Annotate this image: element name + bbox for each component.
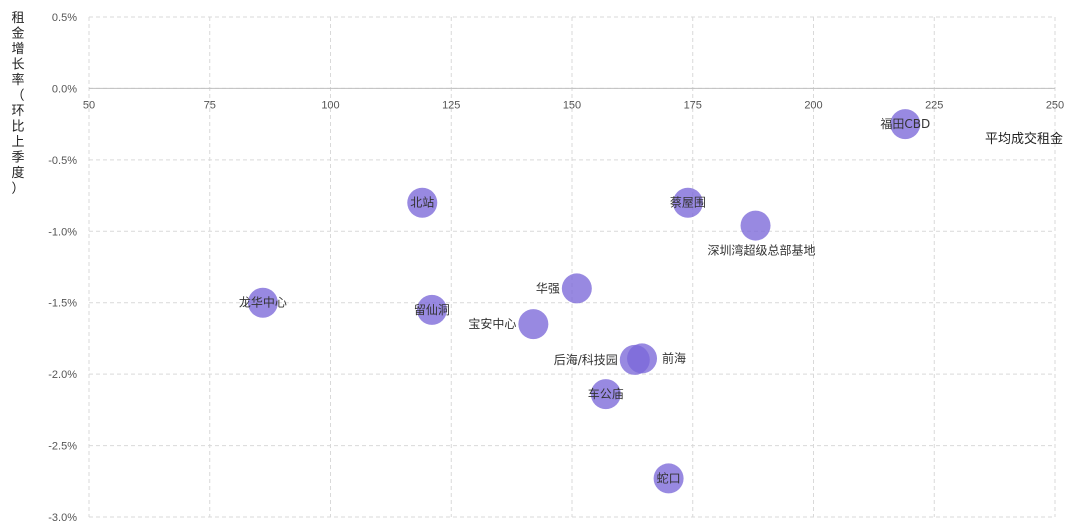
data-point (590, 379, 621, 410)
data-point (653, 463, 684, 494)
grid-layer (88, 16, 1056, 518)
x-tick-label: 100 (321, 99, 339, 111)
y-axis-title-char: 度 (11, 165, 24, 181)
y-axis-title-char: 上 (11, 135, 24, 150)
x-tick-label: 125 (442, 99, 460, 111)
point-label: 留仙洞 (414, 303, 450, 317)
y-tick-label: -1.0% (48, 226, 77, 238)
data-point (247, 287, 278, 318)
point-label: 深圳湾超级总部基地 (708, 243, 816, 258)
data-point (890, 109, 921, 140)
y-tick-label: -1.5% (48, 298, 77, 310)
y-axis-title-char: ） (11, 182, 24, 197)
x-tick-label: 250 (1046, 99, 1064, 111)
x-tick-label: 50 (83, 99, 95, 111)
point-label: 华强 (536, 281, 560, 295)
x-tick-label: 75 (204, 99, 216, 111)
y-axis-title-char: 比 (11, 120, 24, 135)
x-tick-label: 175 (684, 99, 702, 111)
data-point (518, 309, 549, 340)
x-axis-title: 平均成交租金 (985, 131, 1063, 147)
y-axis-title-char: 租 (11, 11, 24, 26)
point-label: 前海 (662, 350, 686, 365)
y-tick-label: -2.5% (48, 441, 77, 453)
data-point (740, 210, 771, 241)
x-tick-label: 225 (925, 99, 943, 111)
point-label: 宝安中心 (468, 316, 516, 331)
y-axis-title-char: 增 (11, 42, 24, 57)
y-axis-title-char: 率 (11, 72, 24, 88)
y-tick-label: 0.0% (52, 83, 77, 95)
y-axis-title-char: 长 (11, 58, 24, 73)
y-tick-label: -2.0% (48, 369, 77, 381)
y-tick-label: -0.5% (48, 155, 77, 167)
y-tick-label: 0.5% (52, 12, 77, 24)
y-axis-title-char: 季 (11, 151, 24, 166)
y-tick-label: -3.0% (48, 512, 77, 524)
point-label: 车公庙 (588, 386, 624, 401)
point-label: 蔡屋围 (670, 196, 706, 210)
point-label: 龙华中心 (239, 295, 287, 310)
point-layer (247, 109, 921, 494)
x-tick-label: 150 (563, 99, 581, 111)
data-point (416, 294, 447, 325)
point-label: 北站 (410, 196, 434, 210)
axis-layer: 0.5% 0.0% -0.5% -1.0% -1.5% -2.0% -2.5% -3.0% 50… (48, 12, 1064, 524)
data-point (627, 343, 658, 374)
y-axis-title-char: （ (11, 89, 24, 104)
data-point (672, 187, 703, 218)
point-label: 福田CBD (880, 116, 930, 131)
point-label: 后海/科技园 (554, 352, 618, 367)
data-point (561, 273, 592, 304)
data-point (407, 187, 438, 218)
y-axis-title-char: 金 (11, 26, 24, 42)
point-label: 蛇口 (657, 470, 681, 485)
x-tick-label: 200 (804, 99, 822, 111)
y-axis-title-char: 环 (11, 104, 24, 119)
